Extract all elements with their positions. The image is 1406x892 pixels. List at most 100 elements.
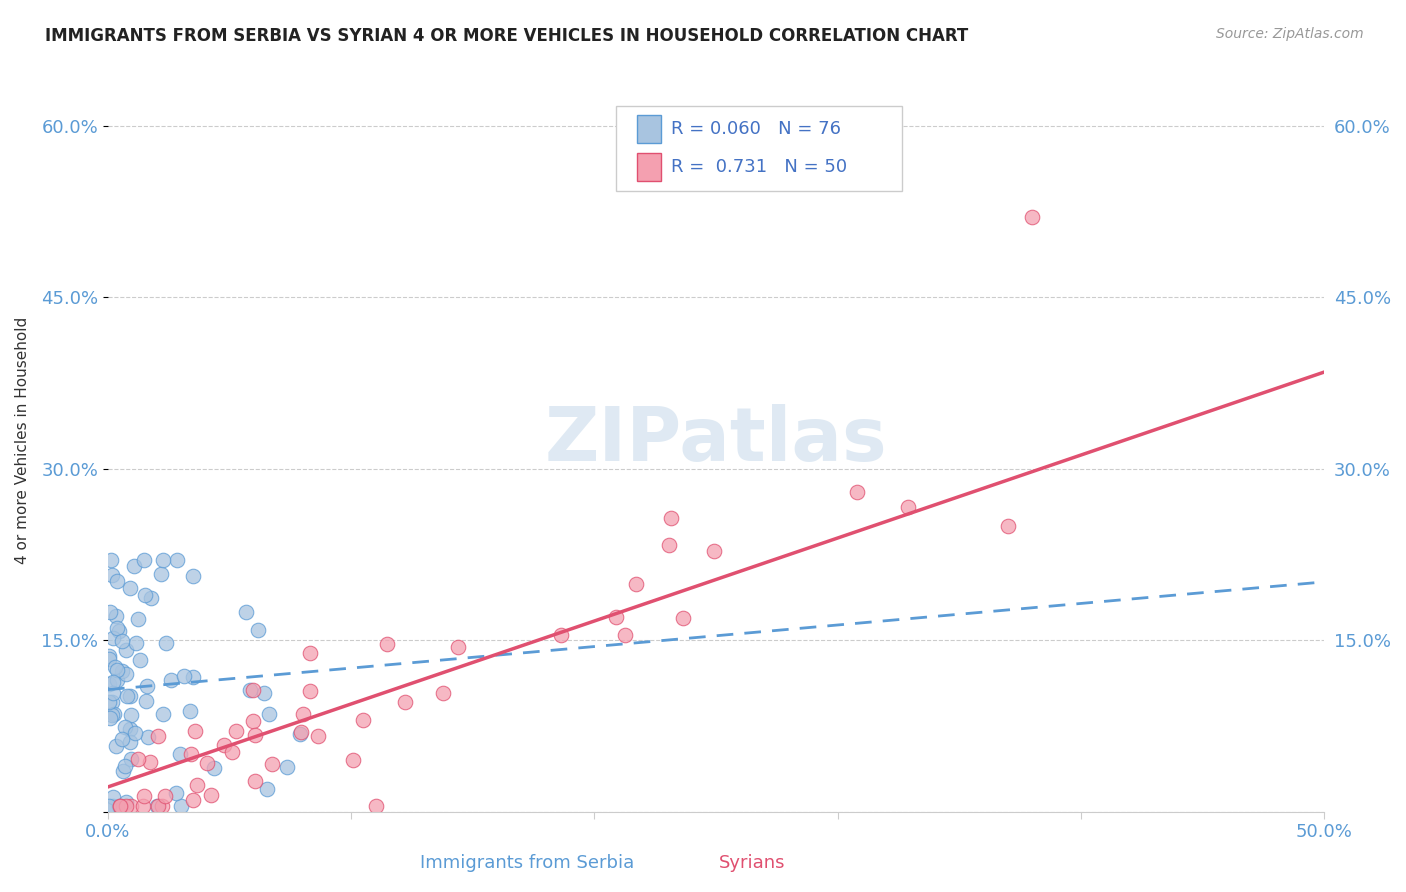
Point	[290, 724, 312, 739]
Point	[672, 610, 695, 624]
Point	[111, 732, 134, 747]
Point	[115, 690, 138, 704]
Point	[195, 756, 218, 771]
Point	[100, 553, 122, 567]
Point	[184, 724, 207, 739]
Point	[105, 739, 128, 753]
Point	[605, 610, 627, 624]
Point	[129, 653, 152, 667]
Point	[243, 774, 266, 789]
Point	[101, 674, 124, 689]
Point	[114, 795, 136, 809]
Point	[245, 728, 267, 742]
Point	[111, 634, 134, 648]
Point	[101, 798, 124, 813]
Point	[166, 553, 188, 567]
Point	[149, 566, 172, 581]
Point	[105, 673, 128, 687]
Point	[342, 753, 364, 767]
Point	[212, 738, 235, 752]
Point	[105, 663, 128, 677]
Point	[170, 798, 193, 813]
Point	[242, 714, 264, 728]
Point	[200, 789, 222, 803]
Point	[160, 673, 183, 687]
Point	[146, 798, 169, 813]
Point	[108, 624, 131, 638]
Point	[298, 647, 321, 661]
Point	[239, 682, 262, 697]
Point	[658, 538, 681, 552]
Point	[115, 798, 138, 813]
Point	[394, 695, 416, 709]
Point	[307, 729, 329, 743]
Point	[111, 664, 134, 678]
Point	[291, 706, 314, 721]
Point	[1021, 210, 1043, 224]
Point	[247, 624, 270, 638]
FancyBboxPatch shape	[616, 105, 903, 191]
Point	[103, 707, 125, 722]
Point	[256, 781, 278, 796]
Point	[181, 569, 204, 583]
Point	[155, 636, 177, 650]
Point	[180, 747, 202, 761]
Point	[100, 605, 122, 619]
Point	[139, 755, 162, 769]
Point	[288, 727, 311, 741]
Point	[135, 679, 157, 693]
Point	[104, 659, 127, 673]
Point	[298, 683, 321, 698]
Point	[134, 588, 156, 602]
FancyBboxPatch shape	[637, 114, 661, 143]
Point	[173, 668, 195, 682]
FancyBboxPatch shape	[637, 153, 661, 181]
Text: R =  0.731   N = 50: R = 0.731 N = 50	[671, 159, 848, 177]
Point	[101, 632, 124, 646]
Y-axis label: 4 or more Vehicles in Household: 4 or more Vehicles in Household	[15, 317, 30, 564]
Point	[169, 747, 191, 761]
Point	[98, 710, 121, 724]
Point	[120, 752, 142, 766]
Point	[120, 689, 142, 703]
Point	[225, 723, 247, 738]
Text: Syrians: Syrians	[718, 855, 786, 872]
Point	[111, 764, 134, 778]
Text: IMMIGRANTS FROM SERBIA VS SYRIAN 4 OR MORE VEHICLES IN HOUSEHOLD CORRELATION CHA: IMMIGRANTS FROM SERBIA VS SYRIAN 4 OR MO…	[45, 27, 969, 45]
Point	[114, 720, 136, 734]
Point	[186, 779, 208, 793]
Point	[550, 628, 572, 642]
Point	[242, 682, 264, 697]
Point	[897, 500, 920, 514]
Point	[120, 798, 142, 813]
Point	[447, 640, 470, 655]
Point	[101, 567, 124, 582]
Point	[659, 510, 682, 524]
Point	[146, 798, 169, 813]
Point	[101, 686, 124, 700]
Point	[134, 789, 156, 803]
Point	[262, 757, 284, 772]
Point	[100, 708, 122, 723]
Point	[152, 706, 174, 721]
Point	[101, 695, 124, 709]
Point	[114, 759, 136, 773]
Point	[432, 686, 454, 700]
Point	[98, 694, 121, 708]
Point	[257, 706, 280, 721]
Point	[98, 649, 121, 664]
Point	[221, 746, 243, 760]
Point	[141, 591, 163, 606]
Point	[375, 637, 398, 651]
Point	[202, 761, 225, 775]
Point	[103, 790, 125, 805]
Text: Source: ZipAtlas.com: Source: ZipAtlas.com	[1216, 27, 1364, 41]
Point	[155, 789, 177, 803]
Point	[134, 553, 156, 567]
Point	[352, 713, 374, 727]
Point	[366, 798, 388, 813]
Point	[98, 798, 121, 813]
Point	[132, 798, 155, 813]
Point	[276, 760, 298, 774]
Point	[125, 636, 148, 650]
